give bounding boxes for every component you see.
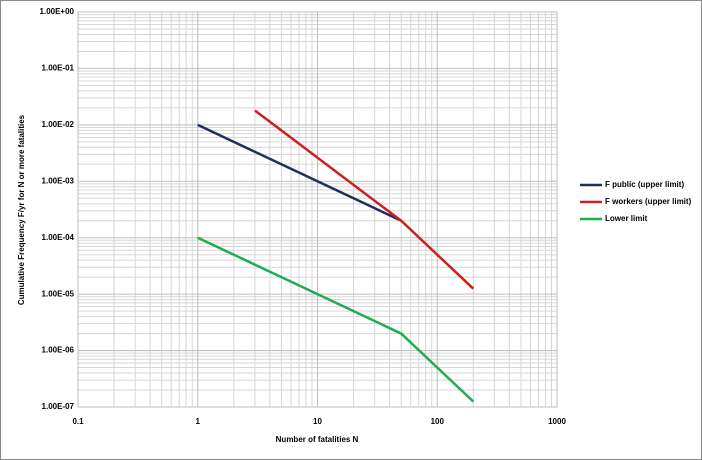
y-tick-label: 1.00E+00 <box>40 7 75 16</box>
y-tick-label: 1.00E-05 <box>42 289 75 298</box>
series-line <box>254 109 475 290</box>
legend-label: F workers (upper limit) <box>605 197 692 206</box>
series-line <box>197 236 475 403</box>
y-tick-label: 1.00E-07 <box>42 402 75 411</box>
y-tick-label: 1.00E-01 <box>42 64 75 73</box>
x-tick-label: 0.1 <box>72 417 84 426</box>
x-tick-label: 1000 <box>548 417 566 426</box>
x-axis-label: Number of fatalities N <box>276 435 359 444</box>
series-line <box>197 123 402 222</box>
legend-label: Lower limit <box>605 214 648 223</box>
legend-label: F public (upper limit) <box>605 180 684 189</box>
x-tick-label: 1 <box>196 417 201 426</box>
y-tick-label: 1.00E-02 <box>42 120 75 129</box>
y-axis-label: Cumulative Frequency F/yr for N or more … <box>17 114 26 305</box>
y-tick-label: 1.00E-06 <box>42 346 75 355</box>
x-tick-label: 100 <box>431 417 445 426</box>
x-tick-label: 10 <box>313 417 322 426</box>
y-tick-label: 1.00E-03 <box>42 176 75 185</box>
y-tick-label: 1.00E-04 <box>42 233 75 242</box>
